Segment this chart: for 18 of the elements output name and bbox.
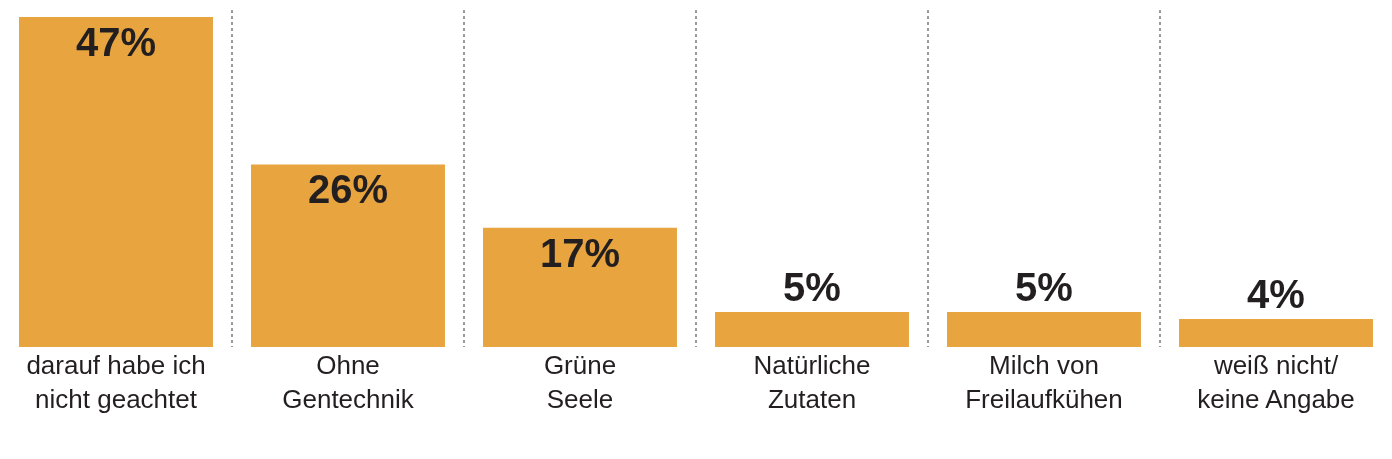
data-label: 4% bbox=[1247, 271, 1305, 316]
data-label: 5% bbox=[1015, 264, 1073, 309]
x-tick-label: Natürliche Zutaten bbox=[753, 350, 871, 414]
x-tick-label: Ohne Gentechnik bbox=[282, 350, 415, 414]
bar bbox=[251, 164, 445, 347]
x-tick-label: weiß nicht/ keine Angabe bbox=[1197, 350, 1355, 414]
data-label: 17% bbox=[539, 230, 621, 275]
x-tick-label: Milch von Freilaufkühen bbox=[965, 350, 1123, 414]
x-tick-label: darauf habe ich nicht geachtet bbox=[26, 350, 206, 414]
x-tick-label: Grüne Seele bbox=[543, 350, 617, 414]
data-label: 47% bbox=[75, 20, 157, 65]
bar bbox=[715, 311, 909, 347]
bar bbox=[483, 227, 677, 347]
data-label: 26% bbox=[307, 167, 389, 212]
bar bbox=[1179, 318, 1373, 347]
bar bbox=[947, 311, 1141, 347]
bar bbox=[19, 17, 213, 347]
data-label: 5% bbox=[783, 264, 841, 309]
